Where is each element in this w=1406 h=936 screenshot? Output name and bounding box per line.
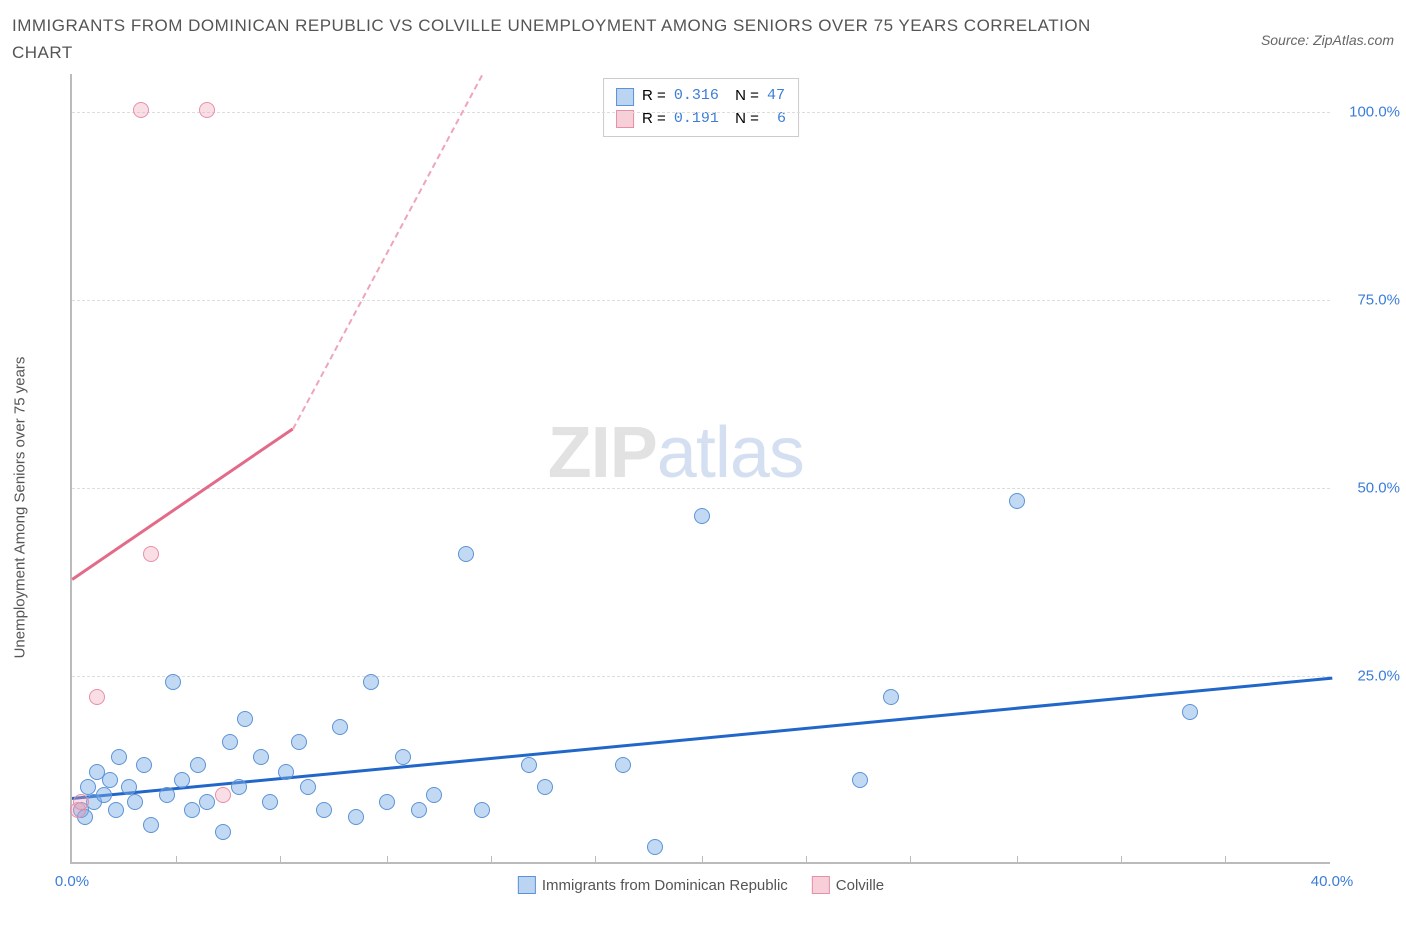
watermark: ZIPatlas bbox=[548, 412, 804, 494]
data-point bbox=[133, 102, 149, 118]
x-tick-minor bbox=[910, 856, 911, 864]
data-point bbox=[1182, 704, 1198, 720]
x-tick-minor bbox=[1225, 856, 1226, 864]
data-point bbox=[184, 802, 200, 818]
data-point bbox=[108, 802, 124, 818]
data-point bbox=[253, 749, 269, 765]
data-point bbox=[379, 794, 395, 810]
trend-line bbox=[292, 75, 483, 430]
data-point bbox=[537, 779, 553, 795]
gridline-h bbox=[72, 300, 1330, 301]
data-point bbox=[316, 802, 332, 818]
swatch-blue-icon bbox=[616, 88, 634, 106]
trend-line bbox=[72, 676, 1332, 799]
plot-area: ZIPatlas R = 0.316 N = 47 R = 0.191 N = … bbox=[70, 74, 1330, 864]
x-tick-label: 0.0% bbox=[55, 873, 89, 890]
y-tick-label: 75.0% bbox=[1340, 292, 1400, 309]
data-point bbox=[521, 757, 537, 773]
x-tick-minor bbox=[1017, 856, 1018, 864]
data-point bbox=[411, 802, 427, 818]
x-tick-minor bbox=[491, 856, 492, 864]
data-point bbox=[73, 794, 89, 810]
bottom-legend-blue: Immigrants from Dominican Republic bbox=[518, 876, 788, 894]
y-axis-label: Unemployment Among Seniors over 75 years bbox=[12, 357, 29, 659]
x-tick-minor bbox=[1121, 856, 1122, 864]
data-point bbox=[143, 817, 159, 833]
data-point bbox=[615, 757, 631, 773]
data-point bbox=[262, 794, 278, 810]
swatch-blue-icon bbox=[518, 876, 536, 894]
data-point bbox=[237, 711, 253, 727]
data-point bbox=[883, 689, 899, 705]
data-point bbox=[458, 546, 474, 562]
data-point bbox=[215, 787, 231, 803]
data-point bbox=[426, 787, 442, 803]
x-tick-minor bbox=[387, 856, 388, 864]
data-point bbox=[89, 689, 105, 705]
data-point bbox=[199, 102, 215, 118]
x-tick-minor bbox=[702, 856, 703, 864]
r-value-blue: 0.316 bbox=[674, 85, 719, 108]
data-point bbox=[199, 794, 215, 810]
source-label: Source: ZipAtlas.com bbox=[1261, 32, 1394, 48]
x-tick-minor bbox=[280, 856, 281, 864]
data-point bbox=[852, 772, 868, 788]
data-point bbox=[647, 839, 663, 855]
bottom-legend: Immigrants from Dominican Republic Colvi… bbox=[518, 876, 884, 894]
data-point bbox=[231, 779, 247, 795]
data-point bbox=[127, 794, 143, 810]
y-tick-label: 25.0% bbox=[1340, 668, 1400, 685]
data-point bbox=[215, 824, 231, 840]
data-point bbox=[165, 674, 181, 690]
data-point bbox=[102, 772, 118, 788]
data-point bbox=[363, 674, 379, 690]
trend-line bbox=[71, 428, 293, 581]
data-point bbox=[278, 764, 294, 780]
x-tick-minor bbox=[806, 856, 807, 864]
data-point bbox=[291, 734, 307, 750]
x-tick-label: 40.0% bbox=[1311, 873, 1354, 890]
data-point bbox=[474, 802, 490, 818]
x-tick-minor bbox=[176, 856, 177, 864]
correlation-legend: R = 0.316 N = 47 R = 0.191 N = 6 bbox=[603, 78, 799, 137]
data-point bbox=[694, 508, 710, 524]
data-point bbox=[348, 809, 364, 825]
chart-container: Unemployment Among Seniors over 75 years… bbox=[12, 74, 1394, 924]
y-tick-label: 100.0% bbox=[1340, 103, 1400, 120]
data-point bbox=[96, 787, 112, 803]
data-point bbox=[121, 779, 137, 795]
data-point bbox=[174, 772, 190, 788]
x-tick-minor bbox=[595, 856, 596, 864]
n-value-blue: 47 bbox=[767, 85, 785, 108]
data-point bbox=[143, 546, 159, 562]
data-point bbox=[222, 734, 238, 750]
gridline-h bbox=[72, 112, 1330, 113]
y-tick-label: 50.0% bbox=[1340, 480, 1400, 497]
swatch-pink-icon bbox=[812, 876, 830, 894]
chart-title: IMMIGRANTS FROM DOMINICAN REPUBLIC VS CO… bbox=[12, 12, 1112, 66]
data-point bbox=[332, 719, 348, 735]
data-point bbox=[136, 757, 152, 773]
gridline-h bbox=[72, 676, 1330, 677]
data-point bbox=[395, 749, 411, 765]
data-point bbox=[300, 779, 316, 795]
bottom-legend-pink: Colville bbox=[812, 876, 884, 894]
data-point bbox=[111, 749, 127, 765]
data-point bbox=[190, 757, 206, 773]
data-point bbox=[80, 779, 96, 795]
gridline-h bbox=[72, 488, 1330, 489]
data-point bbox=[159, 787, 175, 803]
data-point bbox=[1009, 493, 1025, 509]
legend-row-blue: R = 0.316 N = 47 bbox=[616, 85, 786, 108]
